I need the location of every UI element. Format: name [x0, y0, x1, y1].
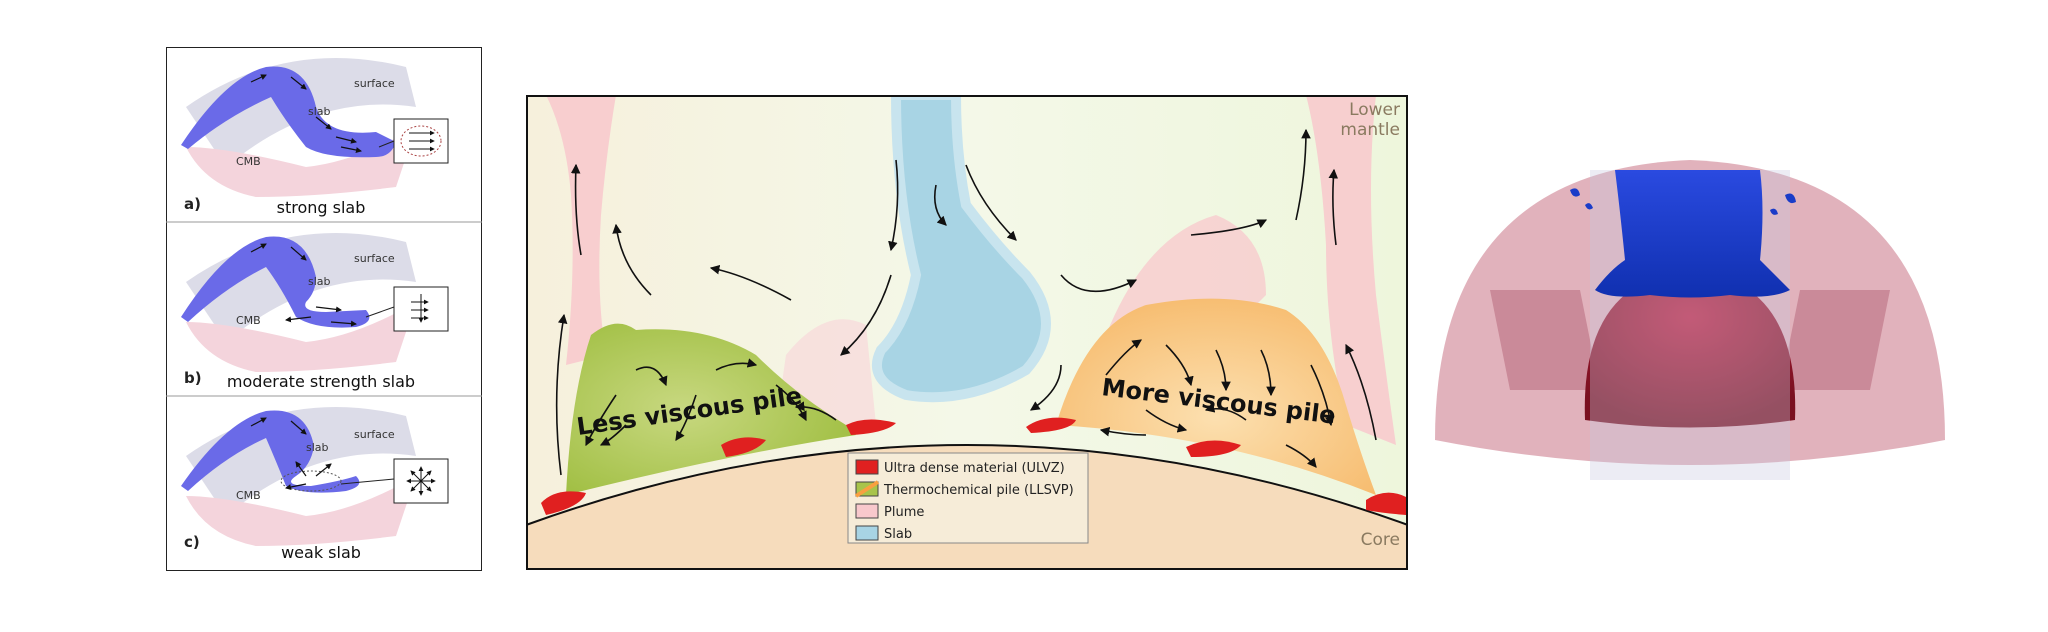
cmb-label: CMB — [236, 314, 261, 327]
slab-label: slab — [308, 275, 331, 288]
legend-label-llsvp: Thermochemical pile (LLSVP) — [883, 483, 1074, 498]
panel-label: a) — [184, 195, 201, 213]
lower-mantle-label-line1: Lower — [1349, 100, 1400, 120]
legend-label-slab: Slab — [884, 527, 912, 542]
panel-label: b) — [184, 369, 202, 387]
panel-caption: moderate strength slab — [227, 372, 415, 391]
legend-swatch-slab — [856, 526, 878, 540]
surface-label: surface — [354, 428, 395, 441]
legend: Ultra dense material (ULVZ) Thermochemic… — [848, 453, 1088, 543]
legend-swatch-plume — [856, 504, 878, 518]
surface-label: surface — [354, 252, 395, 265]
left-panels-figure: surface slab CMB a) strong slab surface … — [166, 47, 482, 571]
surface-label: surface — [354, 77, 395, 90]
lower-mantle-label-line2: mantle — [1340, 120, 1400, 140]
panel-label: c) — [184, 533, 200, 551]
legend-swatch-ulvz — [856, 460, 878, 474]
panel-caption: strong slab — [277, 198, 366, 217]
slab-label: slab — [308, 105, 331, 118]
legend-label-plume: Plume — [884, 505, 924, 520]
cmb-label: CMB — [236, 155, 261, 168]
hemisphere-render — [1430, 150, 1950, 480]
cmb-label: CMB — [236, 489, 261, 502]
panel-caption: weak slab — [281, 543, 361, 562]
slab-label: slab — [306, 441, 329, 454]
slab-blob — [1595, 170, 1790, 298]
legend-label-ulvz: Ultra dense material (ULVZ) — [884, 461, 1065, 476]
center-diagram: Less viscous pile More viscous pile Lowe… — [526, 95, 1408, 570]
core-label: Core — [1361, 530, 1400, 550]
